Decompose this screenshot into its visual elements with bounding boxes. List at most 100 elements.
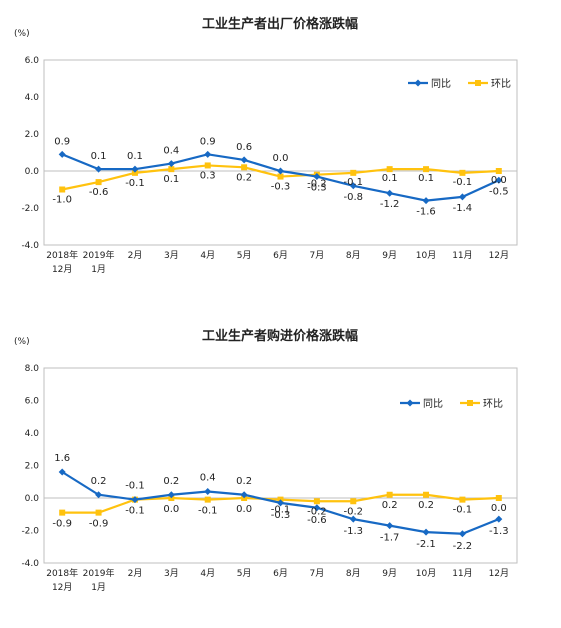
x-tick-label: 6月 <box>273 250 288 261</box>
x-tick-label-line2: 1月 <box>91 264 106 275</box>
x-tick-label: 9月 <box>382 568 397 579</box>
mom-data-label: 0.2 <box>236 172 252 183</box>
yoy-data-point <box>458 193 466 201</box>
mom-data-point <box>423 491 430 498</box>
mom-data-label: -0.2 <box>344 506 364 517</box>
mom-data-point <box>204 162 211 169</box>
y-tick-label: -2.0 <box>21 204 39 214</box>
mom-data-point <box>95 179 102 186</box>
yoy-data-point <box>495 176 503 184</box>
y-tick-label: -4.0 <box>21 241 39 251</box>
yoy-data-point <box>495 515 503 523</box>
yoy-legend-label: 同比 <box>423 398 443 410</box>
mom-data-point <box>241 164 248 171</box>
purchase-price-chart: 工业生产者购进价格涨跌幅 (%) 8.0 6.0 4.0 2.0 0.0 -2.0 -4.0 20… <box>14 328 518 593</box>
mom-legend-label: 环比 <box>483 398 503 410</box>
plot-area <box>43 367 518 564</box>
y-tick-label: 2.0 <box>25 462 40 472</box>
yoy-data-point <box>95 491 103 499</box>
x-tick-label: 5月 <box>237 250 252 261</box>
mom-data-point <box>95 509 102 516</box>
mom-data-point <box>459 169 466 176</box>
mom-data-point <box>131 169 138 176</box>
yoy-data-point <box>58 150 66 158</box>
mom-data-point <box>59 186 66 193</box>
x-tick-label: 10月 <box>416 568 436 579</box>
mom-data-point <box>386 166 393 173</box>
yoy-data-point <box>204 150 212 158</box>
x-tick-label: 2019年 <box>83 249 115 261</box>
x-tick-label: 10月 <box>416 250 436 261</box>
x-tick-label: 2018年 <box>46 567 78 579</box>
mom-data-label: 0.0 <box>163 504 179 515</box>
yoy-data-label: -0.3 <box>271 510 291 521</box>
mom-data-label: 0.0 <box>491 503 507 514</box>
mom-data-label: 0.3 <box>200 170 216 181</box>
yoy-data-point <box>58 468 66 476</box>
unit-label: (%) <box>14 337 30 347</box>
yoy-data-point <box>422 528 430 536</box>
x-tick-label-line2: 1月 <box>91 582 106 593</box>
x-tick-label: 8月 <box>346 250 361 261</box>
mom-data-label: 0.1 <box>163 174 179 185</box>
yoy-data-point <box>95 165 103 173</box>
mom-data-point <box>168 166 175 173</box>
yoy-data-point <box>131 496 139 504</box>
mom-data-label: -0.1 <box>198 506 218 517</box>
yoy-data-point <box>167 160 175 168</box>
yoy-legend-marker <box>406 399 414 407</box>
yoy-data-point <box>277 167 284 175</box>
yoy-data-label: 0.1 <box>127 151 143 162</box>
x-tick-label: 2019年 <box>83 567 115 579</box>
y-tick-label: 0.0 <box>25 167 40 177</box>
x-tick-label: 7月 <box>310 250 325 261</box>
y-tick-label: -2.0 <box>21 527 39 537</box>
yoy-data-label: -1.3 <box>489 526 509 537</box>
yoy-data-point <box>131 165 139 173</box>
x-tick-label: 2月 <box>128 250 143 261</box>
plot-area <box>43 59 518 246</box>
x-tick-label: 11月 <box>452 250 472 261</box>
yoy-data-point <box>240 491 248 499</box>
yoy-data-point <box>458 530 466 538</box>
yoy-data-point <box>240 156 248 164</box>
x-tick-label: 8月 <box>346 568 361 579</box>
yoy-data-point <box>422 197 430 205</box>
x-tick-label: 9月 <box>382 250 397 261</box>
yoy-data-point <box>204 488 212 495</box>
mom-data-label: -0.1 <box>344 177 364 188</box>
yoy-data-label: 0.2 <box>163 476 179 487</box>
mom-legend-label: 环比 <box>491 78 511 90</box>
yoy-data-label: -1.3 <box>344 526 364 537</box>
x-tick-label: 12月 <box>489 250 509 261</box>
mom-data-label: -0.1 <box>453 505 473 516</box>
mom-data-point <box>350 498 357 505</box>
yoy-data-label: 0.6 <box>236 142 252 153</box>
mom-data-label: -0.6 <box>89 187 109 198</box>
chart-title: 工业生产者出厂价格涨跌幅 <box>202 16 358 32</box>
mom-data-point <box>277 173 284 180</box>
mom-data-label: 0.0 <box>491 175 507 186</box>
yoy-legend-marker <box>414 79 422 87</box>
x-tick-label: 4月 <box>200 568 215 579</box>
mom-data-label: -0.9 <box>52 519 72 530</box>
mom-data-label: -0.1 <box>271 505 291 516</box>
mom-data-point <box>204 496 211 503</box>
yoy-data-label: 0.9 <box>200 136 216 147</box>
mom-data-point <box>386 491 393 498</box>
yoy-data-label: -0.6 <box>307 515 327 526</box>
yoy-data-label: 0.9 <box>54 136 70 147</box>
x-tick-label: 3月 <box>164 568 179 579</box>
x-tick-label: 3月 <box>164 250 179 261</box>
mom-data-point <box>59 509 66 516</box>
mom-data-label: 0.1 <box>382 173 398 184</box>
x-tick-label: 4月 <box>200 250 215 261</box>
y-tick-label: 4.0 <box>25 429 40 439</box>
y-tick-label: 6.0 <box>25 56 40 66</box>
mom-data-label: -1.0 <box>52 195 72 206</box>
x-tick-label-line2: 12月 <box>52 264 72 275</box>
yoy-data-point <box>349 515 357 523</box>
y-tick-label: 4.0 <box>25 93 40 103</box>
mom-data-point <box>495 168 502 174</box>
yoy-data-label: 0.2 <box>236 476 252 487</box>
